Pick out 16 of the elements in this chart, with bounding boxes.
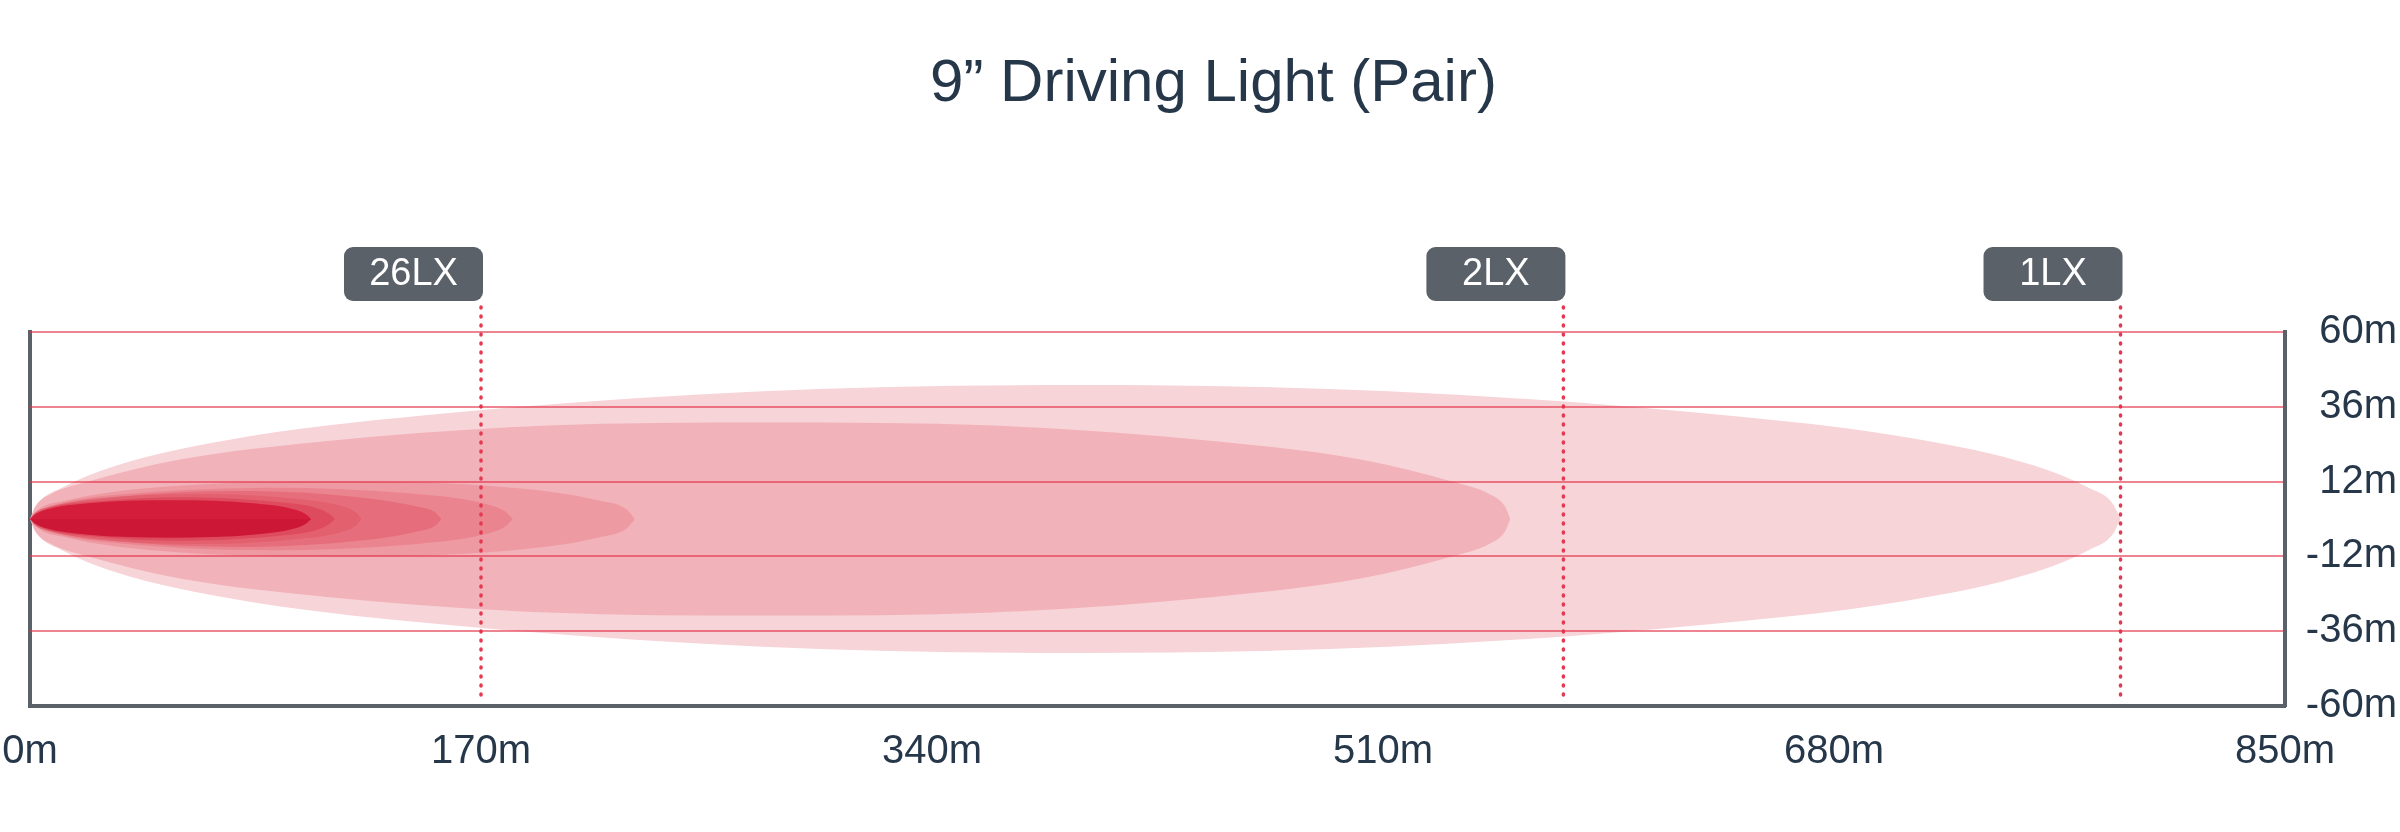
y-tick-label: 60m — [2319, 307, 2397, 352]
chart-title: 9” Driving Light (Pair) — [930, 46, 1497, 114]
x-tick-label: 340m — [881, 727, 983, 772]
y-tick-label: -36m — [2305, 606, 2397, 651]
y-tick-label: -12m — [2305, 531, 2397, 576]
x-tick-label: 850m — [2234, 727, 2336, 772]
ref-line-label: 2LX — [1462, 251, 1530, 294]
x-tick-label: 510m — [1332, 727, 1434, 772]
ref-line-label: 1LX — [2019, 251, 2087, 294]
ref-line-label: 26LX — [369, 251, 458, 294]
y-tick-label: -60m — [2305, 681, 2397, 726]
y-tick-label: 12m — [2319, 456, 2397, 501]
x-tick-label: 0m — [2, 727, 58, 772]
y-tick-label: 36m — [2319, 381, 2397, 426]
x-tick-label: 680m — [1783, 727, 1885, 772]
x-tick-label: 170m — [430, 727, 532, 772]
